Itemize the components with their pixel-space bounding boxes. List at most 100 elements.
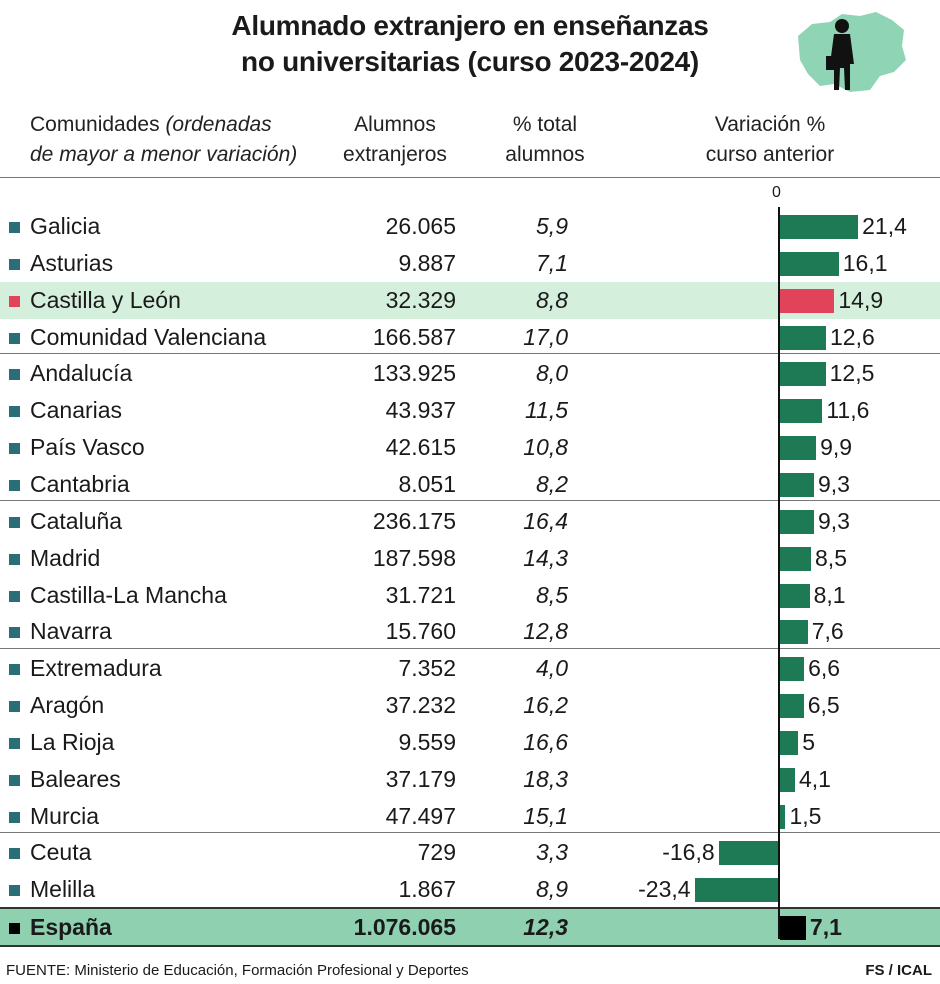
row-marker-icon [9,701,20,713]
row-marker-icon [9,811,20,823]
header-alumnos: Alumnos extranjeros [330,110,460,170]
row-community-name: Aragón [30,692,105,719]
variation-bar [780,288,835,313]
variation-bar [780,583,810,608]
chart-title: Alumnado extranjero en enseñanzas no uni… [160,8,780,80]
row-pct-value: 7,1 [536,249,568,276]
row-alumnos-value: 7.352 [398,655,456,682]
header-pct-total: % total alumnos [480,110,610,170]
header-variacion: Variación % curso anterior [680,110,860,170]
variation-value-label: 1,5 [789,802,822,829]
variation-bar [780,767,795,792]
variation-bar [780,620,808,645]
table-row: Cantabria 8.051 8,2 9,3 [0,466,940,503]
variation-bar [780,472,814,497]
row-pct-value: 17,0 [523,323,568,350]
row-alumnos-value: 47.497 [385,802,456,829]
group-divider [0,353,940,354]
total-row: España 1.076.065 12,3 7,1 [0,907,940,948]
variation-value-label: -23,4 [638,876,691,903]
variation-value-label: 7,1 [809,914,842,941]
header-divider [0,177,940,178]
header-col1-line2: de mayor a menor variación) [30,143,298,166]
table-row: Comunidad Valenciana 166.587 17,0 12,6 [0,319,940,356]
row-alumnos-value: 15.760 [385,618,456,645]
table-row: Aragón 37.232 16,2 6,5 [0,687,940,724]
variation-bar [780,730,799,755]
variation-value-label: 6,5 [807,692,840,719]
row-marker-icon [9,369,20,381]
row-community-name: Asturias [30,249,114,276]
variation-value-label: 12,6 [829,323,875,350]
table-row: Castilla-La Mancha 31.721 8,5 8,1 [0,577,940,614]
row-pct-value: 16,2 [523,692,568,719]
row-alumnos-value: 133.925 [372,360,456,387]
row-marker-icon [9,406,20,418]
row-pct-value: 14,3 [523,544,568,571]
row-pct-value: 5,9 [536,213,568,239]
row-community-name: Murcia [30,802,100,829]
variation-value-label: 9,3 [817,507,850,534]
row-pct-value: 8,5 [536,581,568,608]
row-pct-value: 16,4 [523,507,568,534]
row-community-name: Castilla-La Mancha [30,581,227,608]
variation-bar [780,436,817,461]
variation-bar [780,694,804,719]
title-line-1: Alumnado extranjero en enseñanzas [231,10,709,41]
row-alumnos-value: 9.887 [398,249,456,276]
variation-value-label: 9,3 [817,470,850,497]
row-community-name: Madrid [30,544,101,571]
variation-bar [780,362,826,387]
row-community-name: Navarra [30,618,112,645]
row-community-name: Castilla y León [30,286,181,313]
row-marker-icon [9,774,20,786]
row-pct-value: 8,2 [536,470,568,497]
variation-value-label: 6,6 [808,655,841,682]
variation-bar [718,841,780,866]
variation-value-label: 14,9 [838,286,884,313]
row-alumnos-value: 8.051 [398,470,456,497]
row-community-name: Melilla [30,876,96,903]
row-alumnos-value: 1.867 [398,876,456,903]
table-row: País Vasco 42.615 10,8 9,9 [0,429,940,466]
row-marker-icon [9,479,20,491]
variation-bar [780,325,826,350]
row-marker-icon [9,443,20,455]
row-marker-icon [9,848,20,860]
row-community-name: Cataluña [30,507,123,534]
table-row: Galicia 26.065 5,9 21,4 [0,208,940,245]
row-community-name: País Vasco [30,434,145,461]
row-community-name: Extremadura [30,655,162,682]
header-col2-line1: Alumnos [354,113,436,136]
row-community-name: Baleares [30,765,121,792]
variation-bar [780,657,805,682]
variation-value-label: 16,1 [842,249,888,276]
header-col1-line1: Comunidades [30,113,160,136]
variation-value-label: 9,9 [820,434,853,461]
row-pct-value: 12,3 [523,914,568,941]
header-col3-line1: % total [512,113,578,136]
variation-value-label: 7,6 [811,618,844,645]
row-marker-icon [9,737,20,749]
row-pct-value: 3,3 [536,839,568,866]
row-pct-value: 16,6 [523,728,568,755]
row-alumnos-value: 236.175 [372,507,456,534]
variation-value-label: -16,8 [662,839,715,866]
row-marker-icon [9,590,20,602]
variation-bar [780,251,839,276]
table-row: Andalucía 133.925 8,0 12,5 [0,355,940,392]
variation-bar [780,804,786,829]
row-pct-value: 18,3 [523,765,568,792]
variation-bar [780,916,806,941]
table-row: Murcia 47.497 15,1 1,5 [0,798,940,835]
row-alumnos-value: 42.615 [385,434,456,461]
row-marker-icon [9,885,20,897]
row-pct-value: 4,0 [536,655,568,682]
row-pct-value: 8,8 [536,286,568,313]
row-community-name: Ceuta [30,839,92,866]
row-alumnos-value: 43.937 [385,397,456,424]
footer-source: FUENTE: Ministerio de Educación, Formaci… [6,962,469,979]
row-pct-value: 8,0 [536,360,568,387]
table-row: Ceuta 729 3,3 -16,8 [0,834,940,871]
table-row: Castilla y León 32.329 8,8 14,9 [0,281,940,319]
